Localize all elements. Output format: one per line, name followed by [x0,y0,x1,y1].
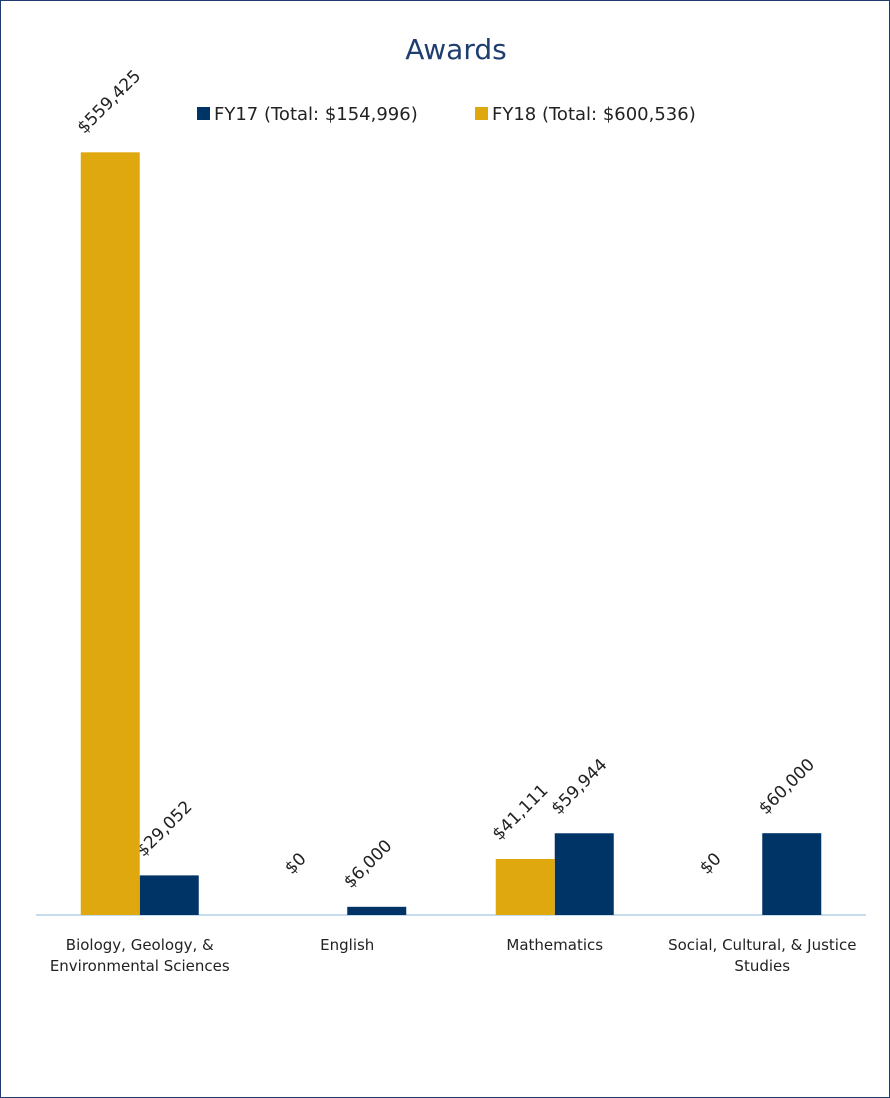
data-label: $41,111 [489,781,553,845]
data-label: $559,425 [74,66,146,138]
x-tick-label: Mathematics [506,936,604,954]
bar [80,152,140,915]
data-label: $60,000 [755,755,819,819]
bar [495,858,555,915]
bar [554,833,614,915]
bar [139,875,199,915]
data-label: $6,000 [340,836,396,892]
legend-swatch [475,107,488,120]
data-label: $0 [696,849,725,878]
bar [347,906,407,915]
x-tick-label: Social, Cultural, & Justice Studies [668,936,857,975]
data-label: $59,944 [548,755,612,819]
bar [762,833,822,915]
legend-swatch [197,107,210,120]
x-tick-label: English [320,936,375,954]
legend-label: FY17 (Total: $154,996) [214,104,418,125]
x-tick-label: Biology, Geology, & Environmental Scienc… [49,936,230,975]
chart-title: Awards [405,33,506,66]
data-label: $29,052 [133,797,197,861]
legend-label: FY18 (Total: $600,536) [492,104,696,125]
data-label: $0 [281,849,310,878]
